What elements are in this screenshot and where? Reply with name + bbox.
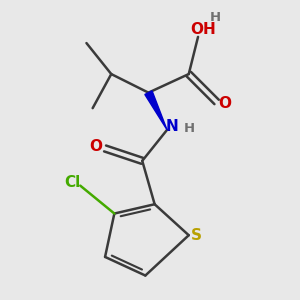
Polygon shape [145, 91, 167, 130]
Text: H: H [209, 11, 221, 24]
Text: Cl: Cl [64, 175, 81, 190]
Text: N: N [165, 119, 178, 134]
Text: S: S [191, 228, 202, 243]
Text: OH: OH [190, 22, 216, 37]
Text: H: H [184, 122, 195, 135]
Text: O: O [89, 140, 102, 154]
Text: O: O [218, 96, 231, 111]
